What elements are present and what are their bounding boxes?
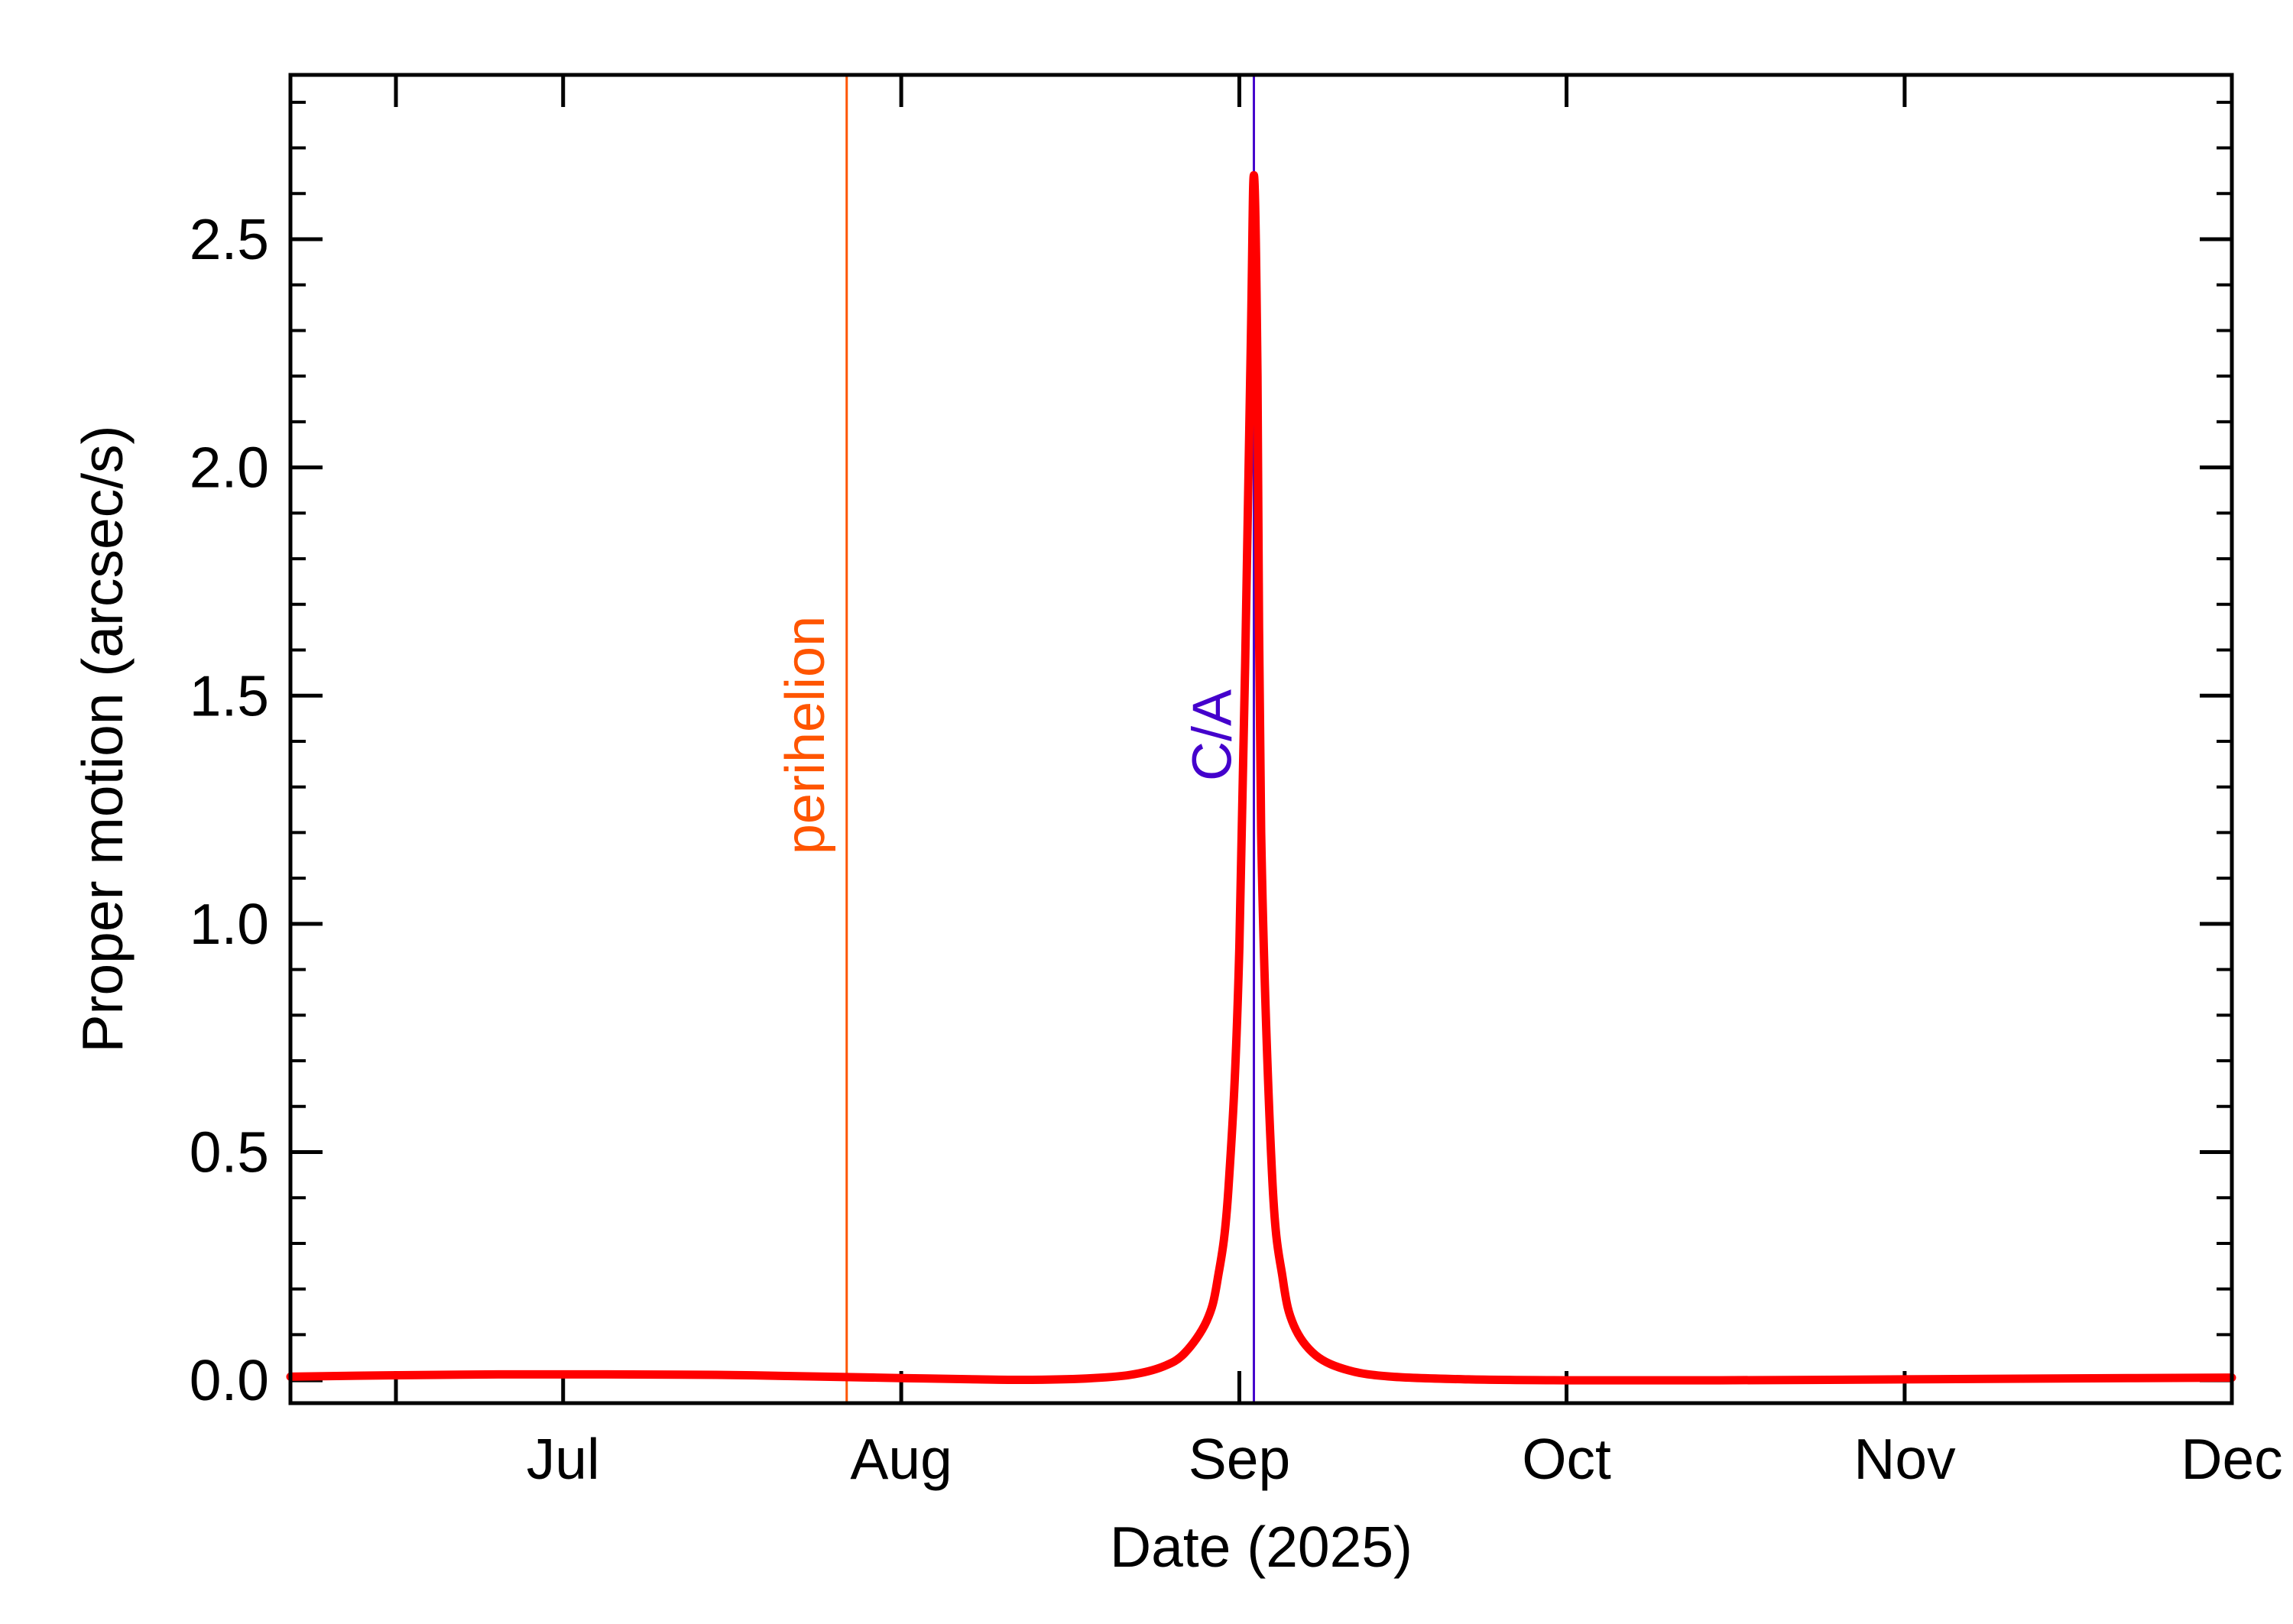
y-tick-label: 1.0 xyxy=(190,892,269,956)
x-tick-label: Sep xyxy=(1189,1427,1290,1491)
x-tick-label: Aug xyxy=(850,1427,952,1491)
proper-motion-series-line xyxy=(286,170,2236,1385)
event-marker-label: C/A xyxy=(1182,689,1243,781)
y-tick-label: 2.0 xyxy=(190,436,269,500)
x-tick-label: Oct xyxy=(1522,1427,1611,1491)
y-tick-label: 0.5 xyxy=(190,1120,269,1185)
y-tick-label: 2.5 xyxy=(190,207,269,271)
x-tick-label: Nov xyxy=(1854,1427,1956,1491)
x-axis-title: Date (2025) xyxy=(1110,1515,1412,1579)
y-tick-label: 1.5 xyxy=(190,663,269,728)
y-axis-title: Proper motion (arcsec/s) xyxy=(70,425,135,1052)
series-layer xyxy=(286,170,2236,1385)
event-marker-label: perihelion xyxy=(775,616,836,854)
x-tick-label: Dec xyxy=(2181,1427,2282,1491)
y-tick-label: 0.0 xyxy=(190,1348,269,1412)
x-tick-label: Jul xyxy=(527,1427,600,1491)
ticks-layer: 0.0 0.5 1.0 1.5 2.0 2.5 Jul Aug Sep Oct Nov Dec xyxy=(190,75,2283,1491)
plot-frame xyxy=(288,73,2234,1405)
